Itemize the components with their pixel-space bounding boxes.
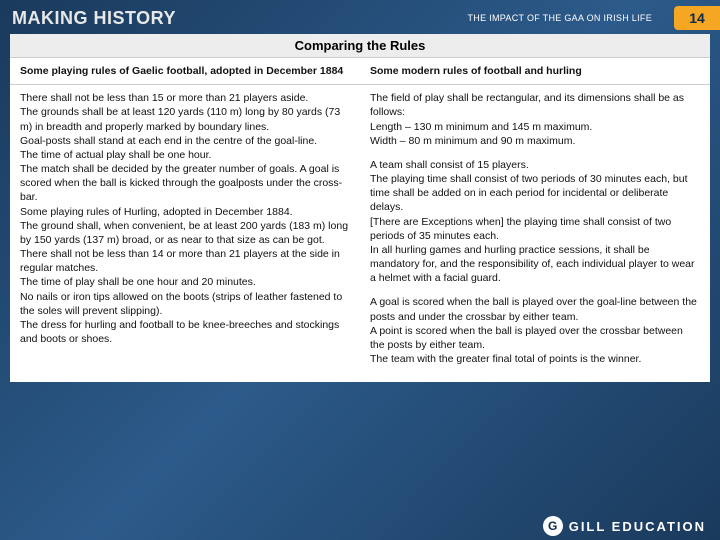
brand-title: MAKING HISTORY <box>12 8 176 29</box>
gill-icon: G <box>543 516 563 536</box>
right-column-body: The field of play shall be rectangular, … <box>360 85 710 383</box>
gill-brand: GILL EDUCATION <box>569 519 706 534</box>
left-column-header: Some playing rules of Gaelic football, a… <box>10 58 360 85</box>
left-column-body: There shall not be less than 15 or more … <box>10 85 360 383</box>
impact-text: THE IMPACT OF THE GAA ON IRISH LIFE <box>467 13 652 23</box>
right-column-header: Some modern rules of football and hurlin… <box>360 58 710 85</box>
table-title: Comparing the Rules <box>10 34 710 58</box>
rules-table: Some playing rules of Gaelic football, a… <box>10 58 710 382</box>
left-paragraph: There shall not be less than 15 or more … <box>20 91 350 346</box>
footer: G GILL EDUCATION <box>543 516 706 536</box>
right-paragraph-1: The field of play shall be rectangular, … <box>370 91 700 148</box>
page-number: 14 <box>674 6 720 30</box>
header: MAKING HISTORY THE IMPACT OF THE GAA ON … <box>0 0 720 34</box>
right-paragraph-3: A goal is scored when the ball is played… <box>370 295 700 366</box>
content: Comparing the Rules Some playing rules o… <box>10 34 710 382</box>
header-right: THE IMPACT OF THE GAA ON IRISH LIFE 14 <box>467 6 720 30</box>
right-paragraph-2: A team shall consist of 15 players. The … <box>370 158 700 286</box>
